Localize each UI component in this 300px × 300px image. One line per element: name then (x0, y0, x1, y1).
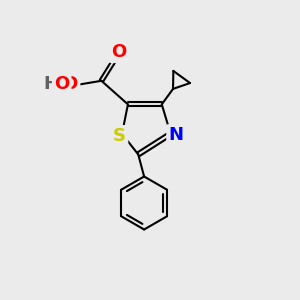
Text: O: O (54, 75, 69, 93)
Text: S: S (113, 127, 126, 145)
Text: H: H (44, 75, 59, 93)
Text: O: O (111, 43, 126, 61)
Text: N: N (168, 126, 183, 144)
Text: HO: HO (48, 75, 78, 93)
